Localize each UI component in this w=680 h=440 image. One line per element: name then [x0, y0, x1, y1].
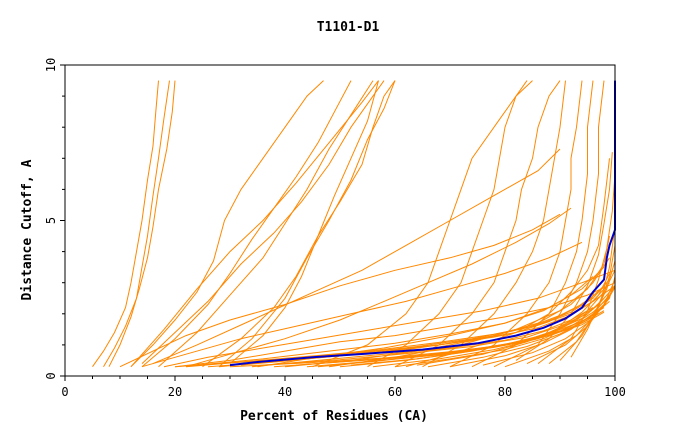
model-line-25 [405, 158, 610, 368]
model-line-15 [174, 282, 616, 368]
y-tick-label-0: 0 [44, 372, 58, 379]
model-line-7 [141, 80, 385, 364]
x-tick-label-4: 80 [498, 385, 512, 399]
model-line-13 [141, 241, 583, 368]
x-tick-label-2: 40 [278, 385, 292, 399]
model-line-22 [449, 80, 583, 368]
model-line-54 [570, 226, 616, 358]
chart-title: T1101-D1 [317, 20, 380, 35]
model-line-4 [130, 80, 324, 368]
y-axis-label: Distance Cutoff, A [20, 159, 35, 300]
model-line-53 [559, 245, 616, 361]
highlighted-model-line [229, 80, 616, 367]
model-line-5 [141, 80, 352, 368]
y-tick-label-1: 5 [44, 217, 58, 224]
y-tick-label-2: 10 [44, 58, 58, 72]
model-line-6 [130, 80, 379, 368]
model-line-1 [92, 80, 159, 367]
y-axis-ticks: 0 5 10 [44, 58, 65, 380]
series-layer [92, 80, 616, 368]
model-line-43 [350, 304, 599, 366]
model-line-9 [202, 80, 396, 368]
model-line-10 [218, 80, 396, 368]
model-line-56 [515, 152, 613, 361]
x-tick-label-5: 100 [604, 385, 626, 399]
model-line-16 [185, 207, 572, 368]
model-line-55 [537, 173, 616, 364]
model-line-20 [394, 80, 561, 368]
x-tick-label-3: 60 [388, 385, 402, 399]
x-tick-label-0: 0 [61, 385, 68, 399]
model-line-18 [312, 80, 533, 368]
model-line-3 [108, 80, 176, 367]
model-line-44 [394, 296, 610, 368]
highlighted-series-layer [229, 80, 616, 367]
model-line-12 [119, 213, 561, 368]
x-tick-label-1: 20 [168, 385, 182, 399]
x-axis-ticks: 0 20 40 60 80 100 [61, 376, 626, 399]
model-line-17 [152, 148, 561, 365]
model-line-32 [196, 276, 594, 366]
model-line-19 [367, 80, 528, 368]
model-line-2 [103, 80, 170, 367]
model-line-8 [158, 80, 374, 368]
model-line-50 [504, 276, 616, 368]
x-axis-label: Percent of Residues (CA) [240, 409, 428, 424]
model-line-41 [416, 273, 610, 366]
model-line-11 [229, 80, 379, 364]
